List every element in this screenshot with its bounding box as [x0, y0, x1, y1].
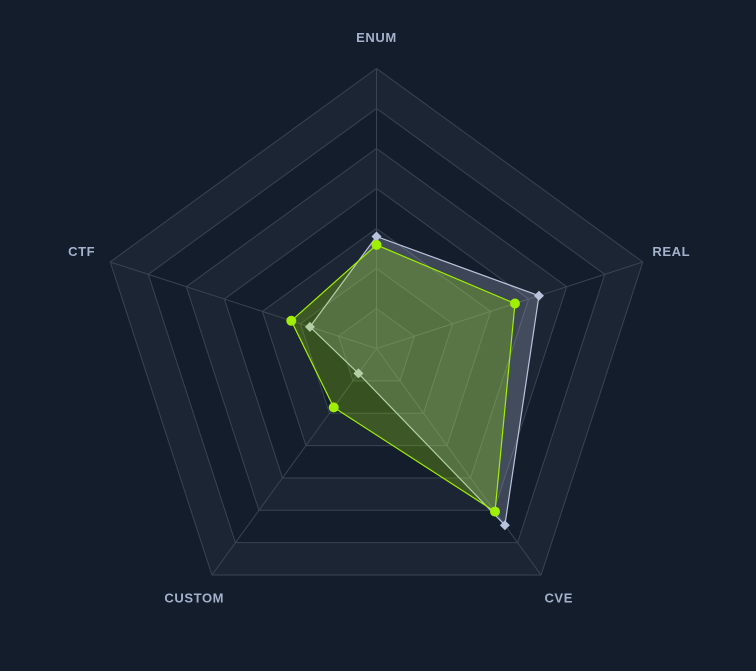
axis-label-cve: CVE	[544, 591, 573, 606]
series-1	[304, 231, 544, 531]
axis-spoke-cve	[376, 348, 542, 576]
series-2-point-ctf[interactable]	[286, 315, 297, 326]
series-2-point-cve[interactable]	[489, 506, 500, 517]
series-2-point-enum[interactable]	[371, 239, 382, 250]
axis-label-enum: ENUM	[356, 30, 397, 45]
series-1-point-custom[interactable]	[353, 368, 364, 379]
series-2-point-custom[interactable]	[328, 402, 339, 413]
axis-label-custom: CUSTOM	[164, 591, 224, 606]
axis-label-ctf: CTF	[68, 244, 95, 259]
series-1-point-ctf[interactable]	[304, 321, 315, 332]
series-1-point-real[interactable]	[533, 290, 544, 301]
axis-spoke-custom	[211, 348, 377, 576]
series-2	[286, 239, 520, 517]
series-2-point-real[interactable]	[509, 298, 520, 309]
axis-spoke-ctf	[110, 261, 377, 349]
axis-label-real: REAL	[652, 244, 690, 259]
series-2-area	[290, 244, 516, 513]
axis-spoke-real	[376, 261, 643, 349]
series-1-area	[309, 235, 540, 526]
series-1-point-cve[interactable]	[499, 520, 510, 531]
axis-spokes	[110, 68, 643, 576]
series-1-point-enum[interactable]	[371, 231, 382, 242]
series-layer	[286, 231, 544, 531]
axis-labels: ENUM REAL CVE CUSTOM CTF	[68, 30, 690, 606]
